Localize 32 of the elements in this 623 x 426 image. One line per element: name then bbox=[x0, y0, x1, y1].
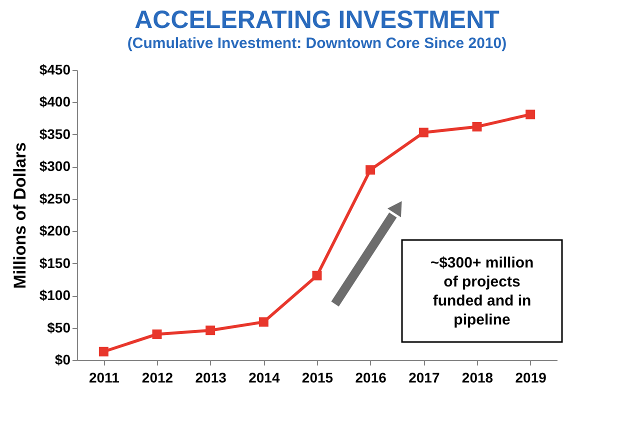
point bbox=[418, 128, 428, 138]
x-tick-label: 2018 bbox=[462, 370, 494, 386]
y-tick-label: $350 bbox=[39, 126, 71, 142]
point bbox=[206, 326, 216, 336]
point bbox=[98, 346, 108, 356]
x-tick-label: 2011 bbox=[88, 370, 120, 386]
y-tick-label: $450 bbox=[39, 62, 71, 78]
x-tick-label: 2013 bbox=[195, 370, 227, 386]
y-tick-label: $300 bbox=[39, 158, 71, 174]
y-tick-label: $150 bbox=[39, 254, 71, 271]
y-tick-label: $400 bbox=[39, 94, 71, 110]
y-tick-label: $100 bbox=[39, 287, 71, 304]
point bbox=[258, 317, 268, 327]
point bbox=[472, 122, 482, 132]
chart-title: ACCELERATING INVESTMENT bbox=[134, 6, 500, 34]
y-tick-label: $0 bbox=[54, 352, 71, 368]
x-tick-label: 2016 bbox=[355, 370, 387, 386]
y-tick-label: $50 bbox=[47, 319, 71, 336]
point bbox=[312, 270, 322, 280]
y-tick-label: $250 bbox=[39, 190, 71, 206]
x-tick-label: 2012 bbox=[142, 370, 174, 386]
y-tick-label: $200 bbox=[39, 222, 71, 239]
x-tick-label: 2015 bbox=[302, 370, 334, 386]
point bbox=[152, 329, 162, 339]
point bbox=[526, 110, 536, 120]
point bbox=[366, 165, 376, 175]
x-tick-label: 2014 bbox=[248, 370, 280, 386]
x-tick-label: 2019 bbox=[515, 370, 547, 386]
y-axis-title: Millions of Dollars bbox=[10, 142, 30, 289]
x-tick-label: 2017 bbox=[408, 370, 440, 386]
annotation: ~$300+ million of projects funded and in pipeline bbox=[430, 254, 534, 328]
chart-subtitle: (Cumulative Investment: Downtown Core Since 2010) bbox=[127, 35, 507, 52]
